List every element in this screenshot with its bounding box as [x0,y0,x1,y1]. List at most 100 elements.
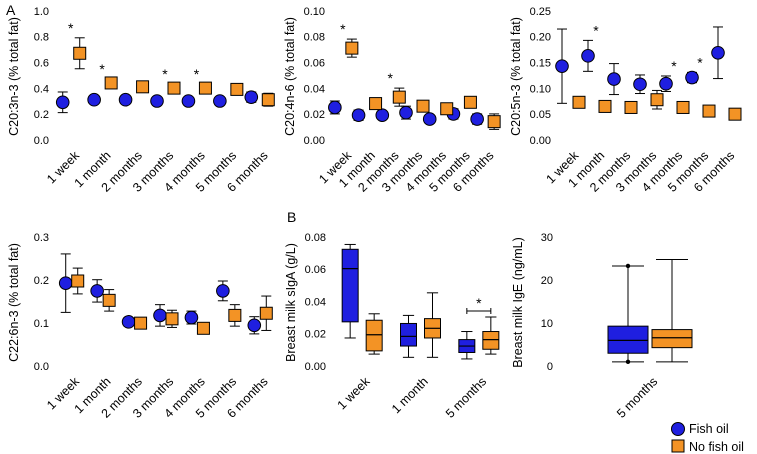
legend-no-fish-oil-marker [671,439,685,453]
fish-oil-point [633,77,647,92]
chart-breast-milk-ige: 0 10 20 30 Breast milk IgE (ng/mL) 5 months [511,232,693,421]
no-fish-oil-point [259,306,273,320]
fish-oil-point [58,276,73,290]
panel-label-a: A [6,2,16,18]
no-fish-oil-point [167,81,181,95]
box-iqr [607,325,649,354]
no-fish-oil-point [165,312,179,326]
no-fish-oil-point [598,99,612,113]
chart-breast-milk-siga: 0.00 0.02 0.04 0.06 0.08 Breast milk sIgA (g/… [284,232,500,421]
no-fish-oil-box-5-months [482,316,500,355]
no-fish-oil-point [261,93,275,107]
y-tick-label: 0.08 [304,32,325,44]
y-tick-label: 0.10 [304,6,325,18]
y-tick-label: 0.0 [34,361,49,373]
legend-fish-oil-label: Fish oil [689,422,729,436]
no-fish-oil-point [624,100,638,114]
no-fish-oil-point [572,95,586,109]
y-tick-label: 0.10 [530,83,551,95]
y-tick-label: 0.4 [34,83,49,95]
y-tick-label: 0.00 [304,135,325,147]
significance-star: * [68,20,74,36]
box-iqr [365,319,383,352]
y-tick-label: 1.0 [34,6,49,18]
fish-oil-point [607,72,621,86]
box-iqr [482,331,500,350]
no-fish-oil-point [487,115,501,129]
chart-c20-3n3: 0.0 0.2 0.4 0.6 0.8 1.0 C20:3n-3 (% total fat)… [7,6,275,195]
y-axis-title: C22:6n-3 (% total fat) [7,243,21,362]
x-tick-label-1-month: 1 month [389,374,431,416]
fish-oil-point [581,49,595,63]
no-fish-oil-point [134,316,148,330]
y-tick-label: 0.05 [530,109,551,121]
no-fish-oil-point [369,97,383,111]
fish-oil-point [247,318,262,333]
fish-oil-point [351,108,366,122]
y-axis-title: Breast milk sIgA (g/L) [284,243,298,362]
fish-oil-point [216,284,230,298]
y-tick-label: 0.02 [304,109,325,121]
significance-star: * [194,66,200,82]
no-fish-oil-point [71,274,85,288]
y-tick-label: 0.6 [34,58,49,70]
fish-oil-box-1-week [341,243,359,339]
chart-c20-4n6: 0.00 0.02 0.04 0.06 0.08 0.10 C20:4n-6 (% tota… [283,6,501,195]
y-tick-label: 0.25 [530,6,551,18]
y-tick-label: 0 [547,361,553,373]
fish-oil-point [184,310,199,325]
y-tick-label: 10 [541,318,553,330]
fish-oil-point [55,95,70,110]
significance-bracket: * [466,295,492,315]
y-tick-label: 0.2 [34,275,49,287]
fish-oil-point [659,76,673,91]
y-tick-label: 0.02 [305,329,326,341]
significance-star: * [476,295,482,311]
y-tick-label: 0.8 [34,32,49,44]
y-tick-label: 0.00 [305,361,326,373]
no-fish-oil-box-1-week [365,313,383,355]
significance-star: * [340,21,346,37]
significance-star: * [697,54,703,70]
fish-oil-point [121,315,136,329]
significance-star: * [99,61,105,77]
fish-oil-point [150,94,164,108]
no-fish-oil-point [104,76,118,90]
fish-oil-point [181,94,196,108]
no-fish-oil-point [416,99,430,113]
y-tick-label: 0.04 [305,296,326,308]
no-fish-oil-point [650,93,664,107]
box-iqr [651,329,693,349]
no-fish-oil-box-1-month [424,292,441,358]
y-tick-label: 30 [541,232,553,244]
y-axis-title: C20:3n-3 (% total fat) [7,17,21,136]
fish-oil-point [213,94,227,108]
x-tick-label-5-months: 5 months [443,374,489,420]
y-tick-label: 0.1 [34,318,49,330]
y-axis-title: C20:5n-3 (% total fat) [509,17,523,136]
fish-oil-point [555,59,569,73]
y-tick-label: 0.06 [304,58,325,70]
significance-star: * [593,22,599,38]
no-fish-oil-point [230,82,244,96]
no-fish-oil-point [440,102,454,116]
y-tick-label: 0.04 [304,83,325,95]
chart-c20-5n3: 0.00 0.05 0.10 0.15 0.20 0.25 C20:5n-3 (% tota… [509,6,742,195]
y-axis-title: Breast milk IgE (ng/mL) [511,237,525,368]
y-tick-label: 0.20 [530,32,551,44]
panel-label-b: B [287,209,296,225]
no-fish-oil-point [392,90,406,104]
no-fish-oil-point [345,41,359,55]
fish-oil-point [422,112,437,126]
no-fish-oil-point [728,107,742,121]
no-fish-oil-point [463,95,477,109]
x-tick-label-1-week: 1 week [335,374,373,412]
fish-oil-point [470,112,484,126]
fish-oil-point [153,308,167,323]
no-fish-oil-point [73,46,87,60]
no-fish-oil-point [676,100,690,114]
y-tick-label: 0.00 [530,135,551,147]
fish-oil-point [90,284,104,298]
